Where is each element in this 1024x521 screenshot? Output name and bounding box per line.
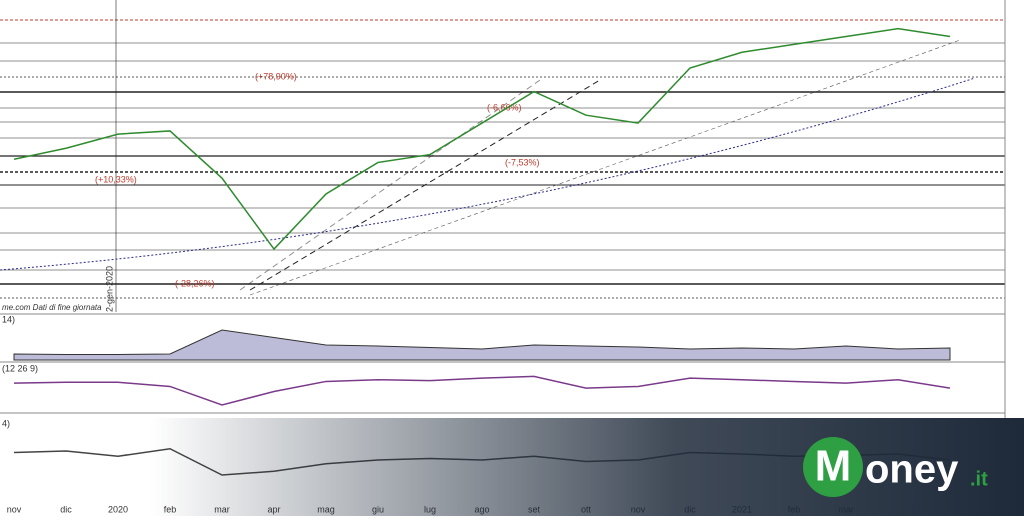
annotation: (+78,90%) xyxy=(255,71,297,81)
annotation: (-6,66%) xyxy=(487,102,522,112)
logo-suffix: .it xyxy=(970,468,988,490)
annotation: (+10,33%) xyxy=(95,174,137,184)
panel-label: (12 26 9) xyxy=(2,363,38,373)
logo-band xyxy=(150,418,1024,516)
logo-circle xyxy=(803,437,863,497)
annotation: (-7,53%) xyxy=(505,157,540,167)
x-tick-label: 2020 xyxy=(108,504,128,514)
panel-label: 4) xyxy=(2,418,10,428)
source: me.com Dati di fine giornata xyxy=(2,303,102,312)
logo-name: oney xyxy=(865,448,959,492)
annotation: (-28,26%) xyxy=(175,278,215,288)
x-tick-label: dic xyxy=(60,504,72,514)
logo-initial: M xyxy=(815,442,852,491)
x-tick-label: nov xyxy=(7,504,22,514)
series-line xyxy=(13,27,951,251)
series-area xyxy=(13,329,951,361)
series-line xyxy=(13,375,951,406)
date-label: 2-gen-2020 xyxy=(104,266,114,312)
panel-label: 14) xyxy=(2,314,15,324)
